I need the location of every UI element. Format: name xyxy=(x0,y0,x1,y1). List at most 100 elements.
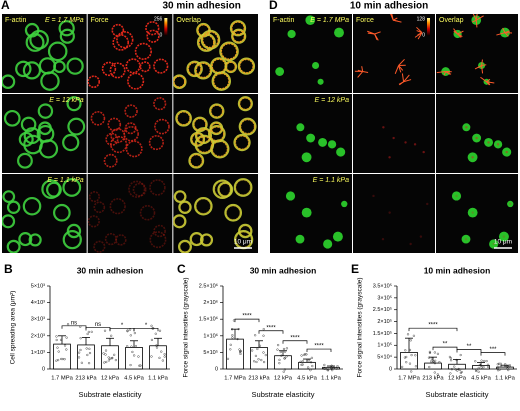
cell-actin xyxy=(62,178,82,197)
row-label: E = 12 kPa xyxy=(315,97,350,104)
data-point-decor xyxy=(483,359,486,363)
data-point-decor xyxy=(427,356,431,359)
force-spike xyxy=(390,14,394,21)
cell-actin xyxy=(194,196,213,216)
cell-force xyxy=(198,34,215,51)
data-point-decor xyxy=(154,332,157,335)
y-tick-label: 5×10³ xyxy=(31,283,45,289)
force-dot xyxy=(388,156,391,159)
data-point-decor xyxy=(499,364,503,368)
cell-actin xyxy=(199,233,214,247)
bar xyxy=(101,345,119,370)
x-tick-label: 4.5 kPa xyxy=(297,376,317,382)
data-point-decor xyxy=(497,362,501,365)
cells xyxy=(354,14,423,86)
significance-bracket xyxy=(282,340,308,344)
row-label: E = 1.7 MPa xyxy=(45,17,84,24)
data-point-decor xyxy=(436,352,440,355)
data-point-decor xyxy=(150,338,154,342)
data-point-decor xyxy=(449,372,452,375)
data-point-decor xyxy=(226,357,230,360)
y-axis-label: Force signal intensities (grayscale) xyxy=(357,277,364,377)
force-dot xyxy=(496,143,500,146)
row-label: E = 1.7 MPa xyxy=(310,17,349,24)
data-point-decor xyxy=(508,364,512,367)
cell-force xyxy=(173,215,186,228)
force-dot xyxy=(465,126,468,129)
column-label: Force xyxy=(91,17,109,24)
force-dot xyxy=(381,237,385,241)
force-spike xyxy=(416,26,423,33)
data-point-decor xyxy=(408,362,412,365)
data-point-decor xyxy=(459,353,462,357)
data-point-decor xyxy=(485,359,488,363)
cells xyxy=(87,179,167,253)
cell-actin xyxy=(327,140,337,149)
data-point-decor xyxy=(307,359,311,362)
data-point-decor xyxy=(433,351,436,354)
cell-force xyxy=(209,126,225,142)
data-point-decor xyxy=(414,365,418,368)
data-point-decor xyxy=(449,357,452,360)
cell-force xyxy=(200,234,213,246)
data-point-decor xyxy=(229,348,232,351)
y-tick-label: 2.5×10⁵ xyxy=(373,306,392,313)
data-point-decor xyxy=(310,356,313,359)
data-point-decor xyxy=(474,360,477,363)
data-point-decor xyxy=(102,352,105,355)
micrograph xyxy=(353,94,435,173)
force-spike xyxy=(362,71,369,73)
y-tick-label: 1×10⁶ xyxy=(203,332,218,339)
force-spike xyxy=(457,33,463,37)
cell-force xyxy=(123,126,139,142)
data-point-decor xyxy=(138,364,141,367)
data-point-decor xyxy=(87,330,90,334)
data-point-decor xyxy=(55,335,58,338)
cell-actin xyxy=(305,15,316,26)
data-point-decor xyxy=(111,356,114,360)
data-point-decor xyxy=(79,337,82,340)
cell-force xyxy=(146,29,160,43)
cell-force xyxy=(230,21,246,36)
force-spike xyxy=(504,30,510,34)
cell-actin xyxy=(212,179,233,200)
cell-force xyxy=(125,140,143,158)
cell-force xyxy=(109,62,126,79)
cell-actin xyxy=(2,190,16,204)
cell-force xyxy=(213,180,232,198)
cells xyxy=(87,21,169,90)
cell-actin xyxy=(40,71,60,91)
cell-actin xyxy=(18,131,34,147)
data-point-decor xyxy=(262,360,266,364)
data-point-decor xyxy=(496,363,499,366)
panel-title: 30 min adhesion xyxy=(163,1,241,12)
cell-actin xyxy=(224,203,243,222)
data-point-decor xyxy=(65,348,68,351)
y-tick-label: 3×10⁵ xyxy=(377,294,392,301)
data-point-decor xyxy=(496,366,500,369)
cell-actin xyxy=(301,207,312,218)
cell-force xyxy=(209,104,224,118)
force-spike xyxy=(481,64,487,67)
cell-actin xyxy=(173,190,187,204)
cell-force xyxy=(132,182,147,197)
data-point-decor xyxy=(475,368,478,371)
cell-actin xyxy=(173,214,187,229)
data-point-decor xyxy=(133,354,136,357)
y-tick-label: 2×10⁵ xyxy=(377,318,392,325)
force-spike xyxy=(502,27,506,33)
cell-actin xyxy=(15,60,32,78)
force-spike xyxy=(403,79,412,83)
data-point-decor xyxy=(126,345,129,348)
panel-letter: B xyxy=(4,262,13,276)
force-dot xyxy=(475,136,478,140)
data-point-decor xyxy=(405,361,408,364)
data-point-decor xyxy=(311,364,314,368)
cells xyxy=(2,178,82,253)
data-point-decor xyxy=(80,361,83,364)
cell-actin xyxy=(467,207,478,218)
x-tick-label: 1.7 MPa xyxy=(224,376,246,382)
data-point-decor xyxy=(480,366,483,369)
significance-label: ns xyxy=(71,320,77,326)
